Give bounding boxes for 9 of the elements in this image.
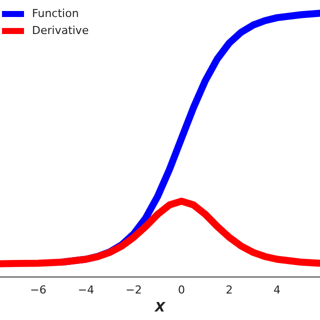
x-tick-label: −4 bbox=[78, 284, 94, 297]
x-tick-label: 0 bbox=[178, 284, 185, 297]
x-tick-label: 4 bbox=[274, 284, 281, 297]
x-axis-title: X bbox=[154, 300, 166, 316]
x-tick-label: −2 bbox=[126, 284, 142, 297]
legend-label: Derivative bbox=[32, 24, 89, 37]
x-tick-label: −6 bbox=[30, 284, 46, 297]
x-tick-label: 2 bbox=[226, 284, 233, 297]
legend-label: Function bbox=[32, 6, 79, 20]
